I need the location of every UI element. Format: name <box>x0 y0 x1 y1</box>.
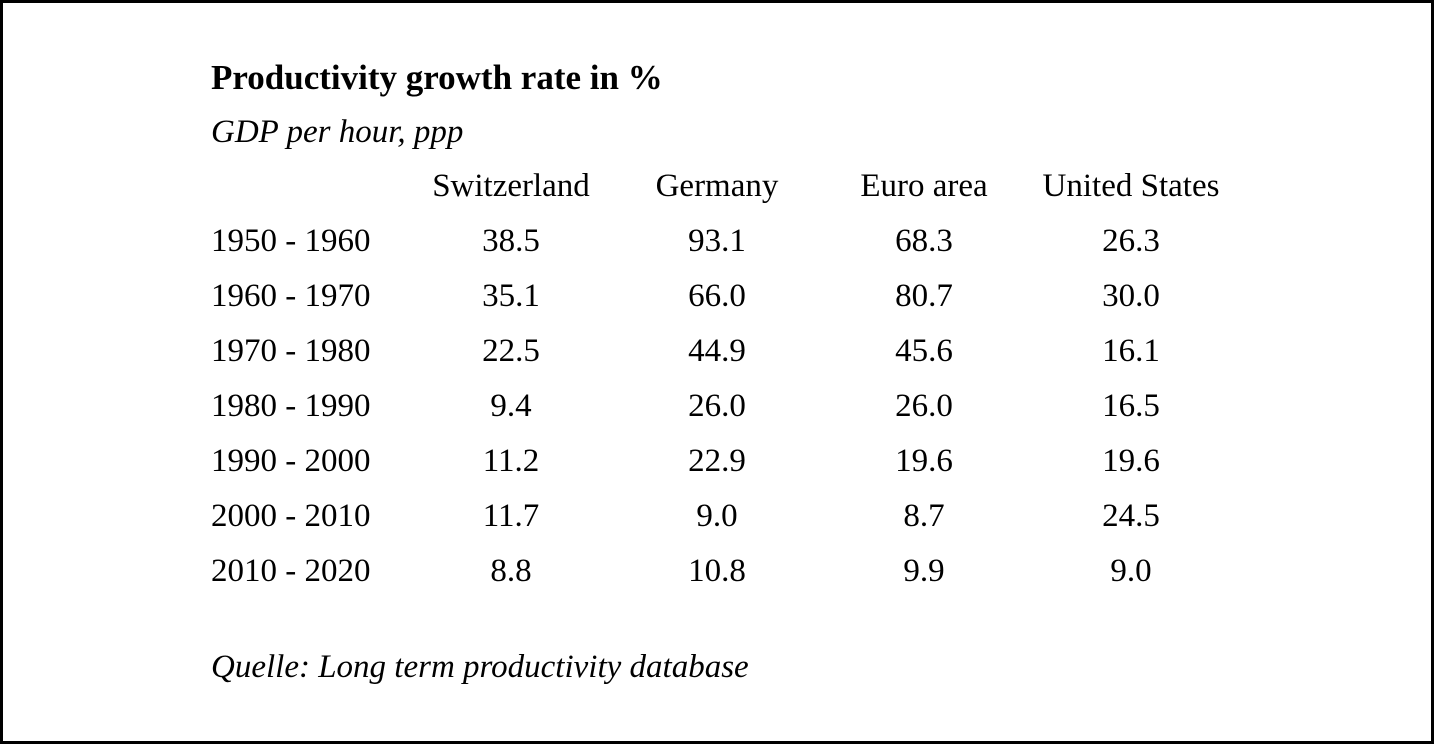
period-cell: 1990 - 2000 <box>211 443 371 479</box>
value-cell-united-states: 16.5 <box>1102 388 1160 424</box>
value-cell-germany: 22.9 <box>688 443 746 479</box>
table-row: 2010 - 2020 8.8 10.8 9.9 9.0 <box>211 544 1237 599</box>
value-cell-euro-area: 26.0 <box>895 388 953 424</box>
column-header-switzerland: Switzerland <box>432 168 590 204</box>
period-cell: 1960 - 1970 <box>211 278 371 314</box>
value-cell-united-states: 16.1 <box>1102 333 1160 369</box>
column-header-euro-area: Euro area <box>860 168 988 204</box>
value-cell-germany: 9.0 <box>696 498 738 534</box>
value-cell-euro-area: 45.6 <box>895 333 953 369</box>
figure-title: Productivity growth rate in % <box>211 58 663 97</box>
value-cell-germany: 66.0 <box>688 278 746 314</box>
table-header-row: Switzerland Germany Euro area United Sta… <box>211 159 1237 214</box>
value-cell-switzerland: 38.5 <box>482 223 540 259</box>
table-row: 2000 - 2010 11.7 9.0 8.7 24.5 <box>211 489 1237 544</box>
table-row: 1990 - 2000 11.2 22.9 19.6 19.6 <box>211 434 1237 489</box>
productivity-table: Switzerland Germany Euro area United Sta… <box>211 159 1237 599</box>
value-cell-switzerland: 8.8 <box>490 553 532 589</box>
value-cell-germany: 44.9 <box>688 333 746 369</box>
period-cell: 2010 - 2020 <box>211 553 371 589</box>
source-note: Quelle: Long term productivity database <box>211 649 749 685</box>
period-cell: 1970 - 1980 <box>211 333 371 369</box>
value-cell-switzerland: 11.2 <box>482 443 540 479</box>
column-header-germany: Germany <box>655 168 779 204</box>
value-cell-germany: 93.1 <box>688 223 746 259</box>
column-header-united-states: United States <box>1042 168 1220 204</box>
value-cell-euro-area: 9.9 <box>903 553 945 589</box>
column-header-period <box>211 159 411 214</box>
value-cell-switzerland: 9.4 <box>490 388 532 424</box>
value-cell-euro-area: 19.6 <box>895 443 953 479</box>
value-cell-euro-area: 80.7 <box>895 278 953 314</box>
period-cell: 1980 - 1990 <box>211 388 371 424</box>
table-row: 1960 - 1970 35.1 66.0 80.7 30.0 <box>211 269 1237 324</box>
table-figure: Productivity growth rate in % GDP per ho… <box>211 51 1237 686</box>
value-cell-switzerland: 22.5 <box>482 333 540 369</box>
value-cell-united-states: 19.6 <box>1102 443 1160 479</box>
period-cell: 2000 - 2010 <box>211 498 371 534</box>
value-cell-germany: 26.0 <box>688 388 746 424</box>
value-cell-germany: 10.8 <box>688 553 746 589</box>
value-cell-euro-area: 8.7 <box>903 498 945 534</box>
figure-subtitle: GDP per hour, ppp <box>211 114 464 150</box>
value-cell-united-states: 24.5 <box>1102 498 1160 534</box>
table-row: 1970 - 1980 22.5 44.9 45.6 16.1 <box>211 324 1237 379</box>
value-cell-euro-area: 68.3 <box>895 223 953 259</box>
value-cell-united-states: 30.0 <box>1102 278 1160 314</box>
table-row: 1950 - 1960 38.5 93.1 68.3 26.3 <box>211 214 1237 269</box>
value-cell-switzerland: 35.1 <box>482 278 540 314</box>
value-cell-united-states: 26.3 <box>1102 223 1160 259</box>
value-cell-switzerland: 11.7 <box>482 498 540 534</box>
period-cell: 1950 - 1960 <box>211 223 371 259</box>
value-cell-united-states: 9.0 <box>1110 553 1152 589</box>
table-row: 1980 - 1990 9.4 26.0 26.0 16.5 <box>211 379 1237 434</box>
